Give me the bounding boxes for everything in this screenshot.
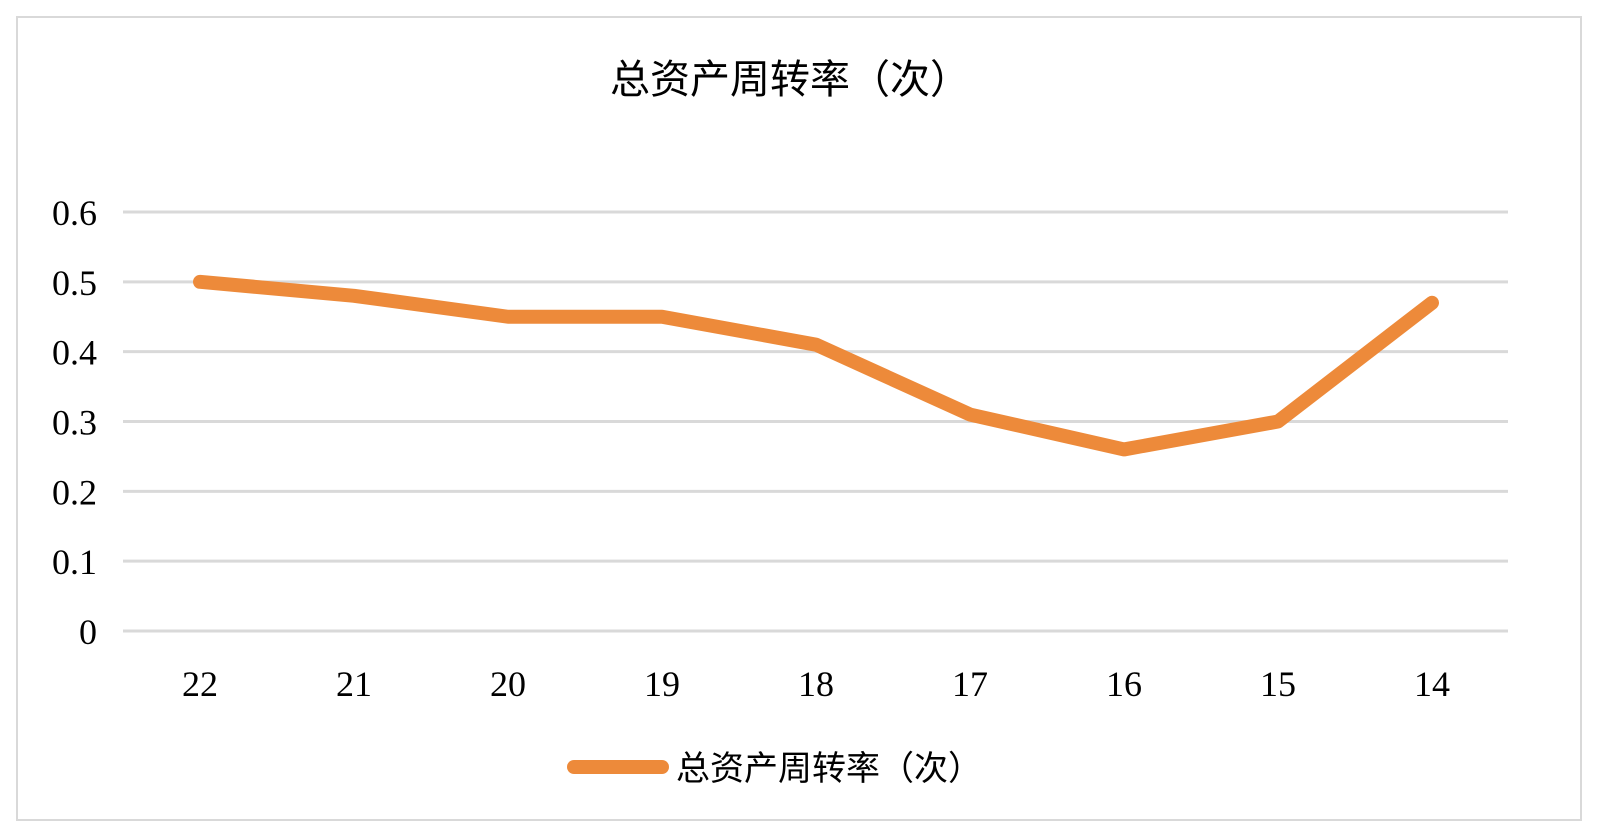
x-tick-label: 21 [336, 664, 372, 704]
y-tick-label: 0.1 [52, 542, 97, 582]
chart-frame [16, 16, 1582, 821]
y-tick-label: 0.5 [52, 263, 97, 303]
gridlines [123, 210, 1508, 633]
y-tick-label: 0.2 [52, 472, 97, 512]
y-tick-label: 0.4 [52, 333, 97, 373]
y-axis-tick-labels: 0 0.1 0.2 0.3 0.4 0.5 0.6 [52, 193, 97, 652]
x-tick-label: 19 [644, 664, 680, 704]
series-lines [193, 274, 1439, 457]
legend-label: 总资产周转率（次） [676, 749, 982, 789]
x-tick-label: 16 [1106, 664, 1142, 704]
y-tick-label: 0.6 [52, 193, 97, 233]
x-tick-label: 20 [490, 664, 526, 704]
x-tick-label: 14 [1414, 664, 1450, 704]
legend: 总资产周转率（次） [567, 749, 982, 789]
series-line-0 [193, 274, 1439, 457]
x-tick-label: 15 [1260, 664, 1296, 704]
y-tick-label: 0.3 [52, 403, 97, 443]
x-axis-tick-labels: 22 21 20 19 18 17 16 15 14 [182, 664, 1450, 704]
x-tick-label: 22 [182, 664, 218, 704]
x-tick-label: 17 [952, 664, 988, 704]
y-tick-label: 0 [79, 612, 97, 652]
chart-title: 总资产周转率（次） [610, 57, 970, 103]
x-tick-label: 18 [798, 664, 834, 704]
